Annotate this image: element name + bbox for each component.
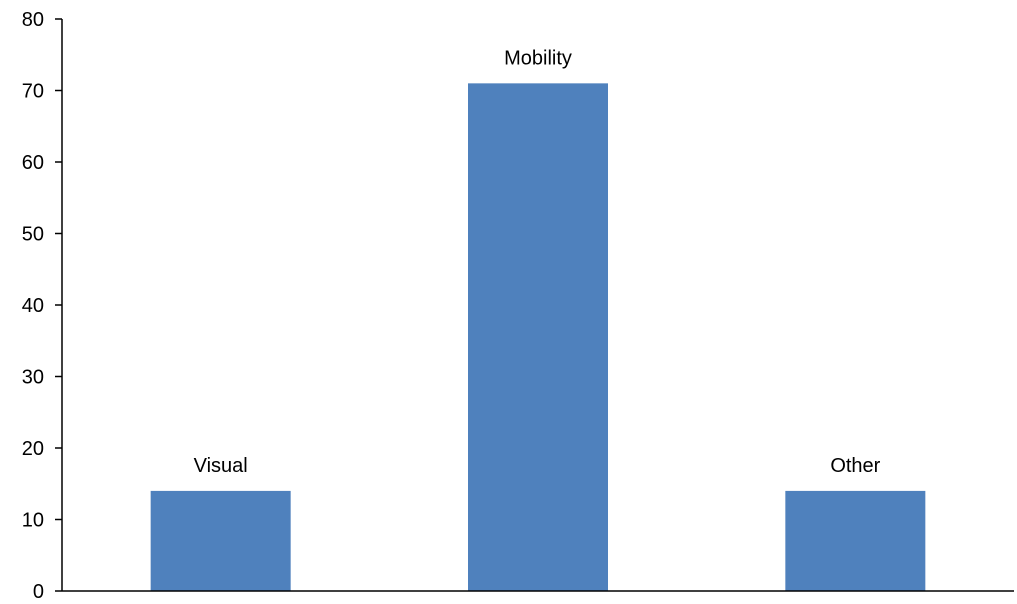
bar-visual — [150, 490, 291, 591]
data-label-mobility: Mobility — [504, 47, 572, 69]
y-tick-label: 80 — [22, 9, 44, 31]
y-axis-ticks: 0 10 20 30 40 50 60 70 80 — [22, 9, 62, 603]
data-labels: Visual Mobility Other — [194, 47, 881, 477]
y-tick-label: 40 — [22, 295, 44, 317]
y-tick-label: 50 — [22, 224, 44, 246]
bar-mobility — [468, 83, 608, 591]
data-label-visual: Visual — [194, 455, 248, 477]
y-tick-label: 70 — [22, 81, 44, 103]
y-tick-label: 30 — [22, 367, 44, 389]
y-tick-label: 60 — [22, 152, 44, 174]
bars — [150, 83, 926, 591]
y-tick-label: 0 — [33, 581, 44, 603]
data-label-other: Other — [830, 455, 880, 477]
y-tick-label: 10 — [22, 510, 44, 532]
bar-other — [785, 490, 926, 591]
y-tick-label: 20 — [22, 438, 44, 460]
